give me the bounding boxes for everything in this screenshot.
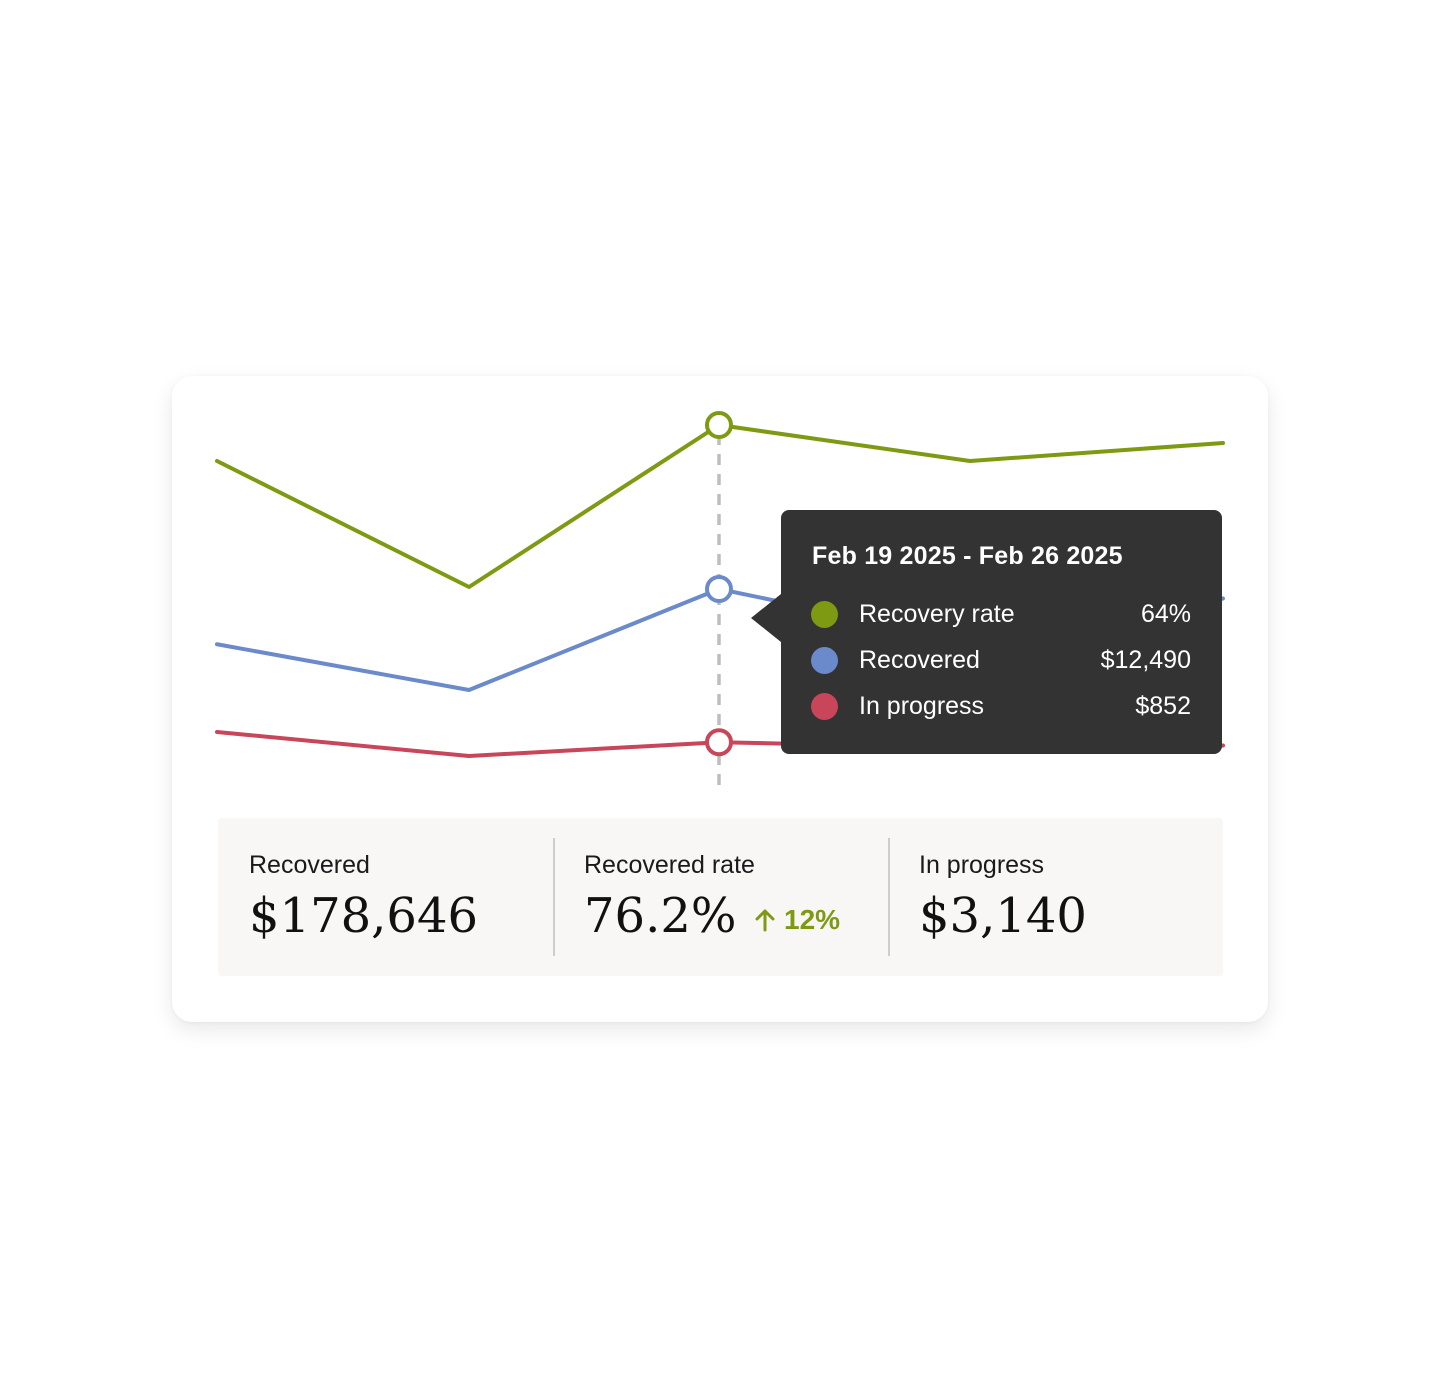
tooltip-row-value: $12,490 [1100,645,1191,674]
tooltip-row-recovered: Recovered $12,490 [811,645,1191,675]
stat-divider [553,838,555,956]
tooltip-row-label: Recovery rate [859,599,1015,628]
tooltip-row-value: $852 [1135,691,1191,720]
tooltip-row-value: 64% [1140,599,1191,628]
stat-value: $178,646 [249,888,479,944]
rate-change-badge: 12% [754,904,840,936]
tooltip-row-label: Recovered [859,645,980,674]
tooltip-row-label: In progress [859,691,985,720]
stat-divider [888,838,890,956]
in-progress-swatch [811,692,838,720]
arrow-up-icon [755,909,775,932]
hover-markers [705,411,733,757]
recovery-rate-swatch [811,600,838,628]
marker-recovered [705,575,733,603]
marker-in-progress [705,728,733,757]
stat-recovered: Recovered $178,646 [249,818,549,976]
tooltip-pointer [751,594,781,642]
stats-panel: Recovered $178,646 Recovered rate 76.2% … [218,818,1223,976]
stat-recovered-rate: Recovered rate 76.2% 12% [584,818,884,976]
tooltip-title: Feb 19 2025 - Feb 26 2025 [812,542,1123,570]
marker-recovery-rate [705,411,733,439]
recovered-swatch [811,646,838,674]
chart-tooltip: Feb 19 2025 - Feb 26 2025 Recovery rate … [751,510,1222,754]
stat-in-progress: In progress $3,140 [919,818,1219,976]
line-chart[interactable] [0,0,1440,800]
rate-change-value: 12% [784,904,841,935]
tooltip-row-in-progress: In progress $852 [811,691,1191,721]
stat-label: Recovered rate [584,851,755,879]
stat-value: $3,140 [919,888,1087,944]
tooltip-row-recovery-rate: Recovery rate 64% [811,599,1191,629]
stat-value: 76.2% [584,888,737,944]
stat-label: In progress [919,851,1045,879]
stat-label: Recovered [249,851,370,879]
